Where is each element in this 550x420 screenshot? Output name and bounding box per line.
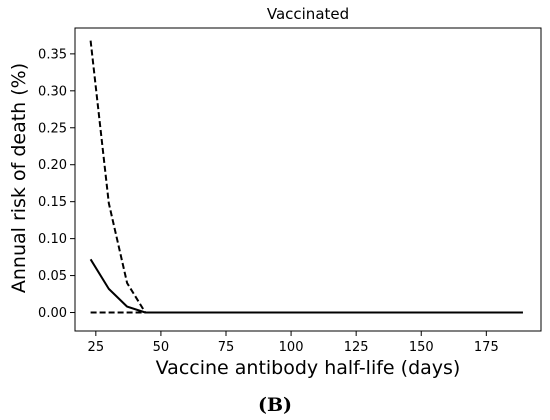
- y-tick-label: 0.00: [38, 306, 67, 321]
- series-line-1: [89, 40, 523, 314]
- axis-ticks: 25 50 75 100 125 150 175 0.00 0.05 0.10 0.15 0.20 0.…: [38, 47, 499, 355]
- x-tick-label: 75: [218, 340, 235, 355]
- y-tick-label: 0.05: [38, 269, 67, 284]
- x-tick-label: 150: [409, 340, 434, 355]
- series-line-2: [89, 258, 523, 314]
- x-tick-label: 100: [279, 340, 304, 355]
- series-layer: [89, 40, 523, 314]
- y-tick-label: 0.15: [38, 195, 67, 210]
- plot-area-frame: [74, 27, 542, 332]
- y-axis-title: Annual risk of death (%): [8, 63, 30, 293]
- y-tick-label: 0.10: [38, 232, 67, 247]
- x-tick-label: 175: [474, 340, 499, 355]
- x-tick-label: 125: [344, 340, 369, 355]
- y-tick-label: 0.30: [38, 84, 67, 99]
- x-axis-title: Vaccine antibody half-life (days): [156, 357, 461, 379]
- y-tick-label: 0.35: [38, 47, 67, 62]
- y-tick-label: 0.25: [38, 121, 67, 136]
- x-tick-label: 50: [153, 340, 170, 355]
- panel-label: (B): [258, 394, 292, 416]
- chart-title: Vaccinated: [267, 5, 349, 23]
- x-tick-label: 25: [88, 340, 105, 355]
- y-tick-label: 0.20: [38, 158, 67, 173]
